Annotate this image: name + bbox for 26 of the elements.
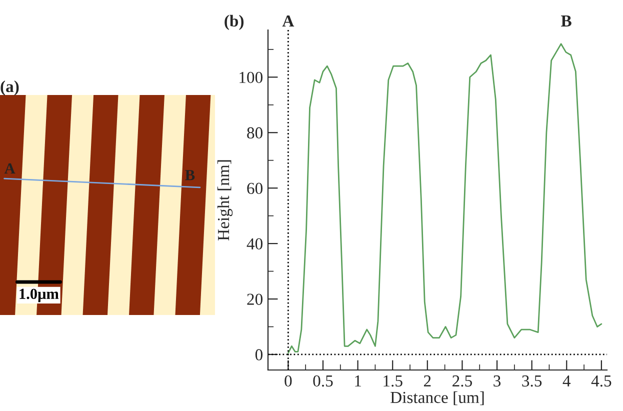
y-axis-title: Height [nm] [217, 160, 233, 240]
x-tick-label: 3 [494, 375, 501, 387]
x-tick-label: 3.5 [522, 375, 542, 387]
text: 1.0μm [20, 288, 59, 302]
chart-title: (b) [224, 14, 244, 30]
y-tick-label: 40 [246, 238, 263, 250]
y-tick-label: 100 [240, 72, 263, 84]
text: (a) [0, 80, 19, 96]
text: B [185, 170, 195, 180]
x-tick-label: 2.5 [452, 375, 472, 387]
x-tick-label: 1 [355, 375, 361, 386]
line-series [287, 43, 602, 354]
y-tick-label: 60 [247, 182, 263, 194]
x-tick-label: 2 [424, 375, 431, 386]
ref-line-label: A [282, 15, 294, 26]
text: B [561, 16, 572, 26]
x-axis-title: Distance [um] [390, 391, 484, 406]
x-tick-label: 4.5 [591, 375, 612, 387]
x-tick-label: 0.5 [313, 375, 333, 387]
x-tick-label: 1.5 [384, 375, 402, 387]
x-tick-label: 4 [562, 375, 571, 386]
y-tick-label: 80 [247, 127, 263, 139]
y-tick-label: 20 [247, 294, 263, 305]
y-tick-label: 0 [255, 349, 263, 360]
text: A [4, 163, 16, 174]
x-tick-label: 0 [284, 375, 292, 387]
